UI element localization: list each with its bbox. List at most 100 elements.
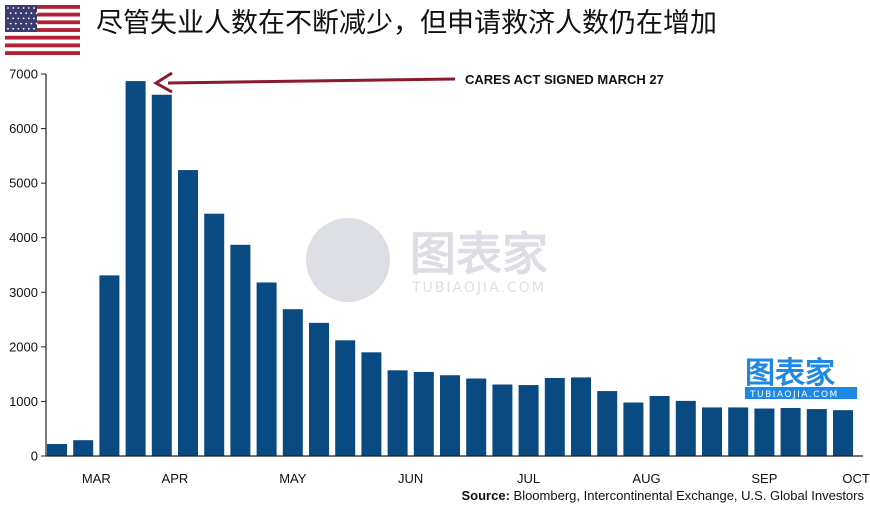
- flag-star: [20, 22, 22, 25]
- bar: [230, 244, 251, 456]
- bar: [623, 402, 644, 456]
- flag-stripe: [5, 31, 80, 36]
- flag-star: [9, 12, 12, 15]
- bar: [256, 282, 277, 456]
- flag-stripe: [5, 51, 80, 55]
- watermark-corner-text: 图表家: [745, 356, 835, 391]
- bar: [518, 385, 539, 456]
- bars: [47, 81, 853, 456]
- watermark-robot-icon: [306, 218, 390, 302]
- x-tick-label: JUL: [517, 471, 540, 486]
- source-text: Bloomberg, Intercontinental Exchange, U.…: [509, 488, 864, 503]
- x-axis-months: MAR APR MAY JUN JUL AUG SEP OCT: [82, 471, 870, 486]
- annotation: CARES ACT SIGNED MARCH 27: [153, 71, 664, 94]
- flag-star: [14, 22, 17, 25]
- bar: [309, 322, 329, 456]
- bar: [361, 352, 382, 456]
- flag-stripe: [5, 43, 80, 48]
- flag-star: [33, 17, 35, 20]
- bar: [806, 409, 827, 456]
- flag-star: [9, 22, 12, 25]
- flag-star: [17, 27, 20, 30]
- flag-canton: [5, 5, 37, 32]
- annotation-arrow-line: [167, 77, 456, 85]
- flag-stripe: [5, 47, 80, 52]
- flag-star: [7, 27, 9, 30]
- bar: [335, 340, 356, 456]
- x-tick-label: OCT: [842, 471, 870, 486]
- bar: [702, 407, 722, 456]
- flag-stripe: [5, 24, 80, 29]
- flag-star: [22, 17, 25, 20]
- flag-star: [14, 12, 17, 15]
- flag-stripe: [5, 28, 80, 33]
- bar: [492, 384, 513, 456]
- annotation-text: CARES ACT SIGNED MARCH 27: [465, 72, 664, 87]
- bar: [466, 378, 487, 456]
- x-tick-label: JUN: [398, 471, 423, 486]
- flag-star: [20, 12, 22, 15]
- flag-star: [35, 12, 38, 15]
- flag-star: [22, 27, 25, 30]
- bar: [204, 213, 225, 456]
- flag-star: [17, 17, 20, 20]
- flag-star: [27, 7, 30, 9]
- flag-star: [17, 7, 20, 9]
- chart-title: 尽管失业人数在不断减少，但申请救济人数仍在增加: [96, 8, 717, 39]
- watermark-text: 图表家: [410, 227, 548, 281]
- flag-star: [33, 7, 35, 9]
- flag-stripe: [5, 39, 80, 44]
- y-tick-label: 0: [31, 449, 38, 464]
- bar: [675, 400, 696, 456]
- x-tick-label: MAR: [82, 471, 111, 486]
- watermark-corner-sub: TUBIAOJIA.COM: [749, 390, 839, 400]
- flag-stripe: [5, 20, 80, 25]
- bar: [151, 94, 172, 456]
- y-tick-label: 7000: [9, 67, 38, 82]
- source-note: Source: Bloomberg, Intercontinental Exch…: [462, 488, 865, 503]
- source-label: Source:: [461, 488, 510, 503]
- flag-star: [7, 17, 9, 20]
- y-tick-label: 5000: [9, 176, 38, 191]
- flag-stripe: [5, 8, 80, 13]
- bar: [440, 375, 460, 456]
- flag-star: [27, 27, 30, 30]
- flag-star: [33, 27, 35, 30]
- x-tick-label: APR: [162, 471, 189, 486]
- bar: [125, 81, 146, 456]
- bar: [597, 391, 618, 456]
- y-tick-label: 2000: [9, 339, 38, 354]
- flag-stripe: [5, 12, 80, 17]
- y-tick-label: 3000: [9, 285, 38, 300]
- bar: [728, 407, 749, 456]
- watermark-sub: TUBIAOJIA.COM: [411, 280, 546, 296]
- flag-star: [25, 22, 28, 25]
- flag-star: [25, 12, 28, 15]
- bar: [178, 170, 198, 456]
- annotation-arrow-head: [153, 71, 173, 94]
- y-axis: 0 1000 2000 3000 4000 5000 6000 7000: [9, 67, 46, 464]
- flag-star: [30, 22, 33, 25]
- x-tick-label: AUG: [632, 471, 660, 486]
- flag-star: [35, 22, 38, 25]
- bar: [754, 408, 775, 456]
- flag-stripe: [5, 35, 80, 40]
- bar: [571, 377, 591, 456]
- x-tick-label: MAY: [279, 471, 307, 486]
- bar: [833, 410, 853, 456]
- bar: [73, 440, 94, 456]
- y-tick-label: 6000: [9, 121, 38, 136]
- flag-star: [12, 17, 15, 20]
- flag-stripe: [5, 5, 80, 10]
- flag-star: [27, 17, 30, 20]
- watermark-center: 图表家 TUBIAOJIA.COM: [306, 218, 548, 302]
- bar: [413, 371, 434, 456]
- bar: [649, 395, 670, 456]
- bar: [282, 309, 303, 456]
- y-tick-label: 1000: [9, 394, 38, 409]
- bar: [780, 407, 801, 456]
- bar: [544, 377, 565, 456]
- flag-star: [22, 7, 25, 9]
- watermark-corner-bar: [745, 387, 857, 399]
